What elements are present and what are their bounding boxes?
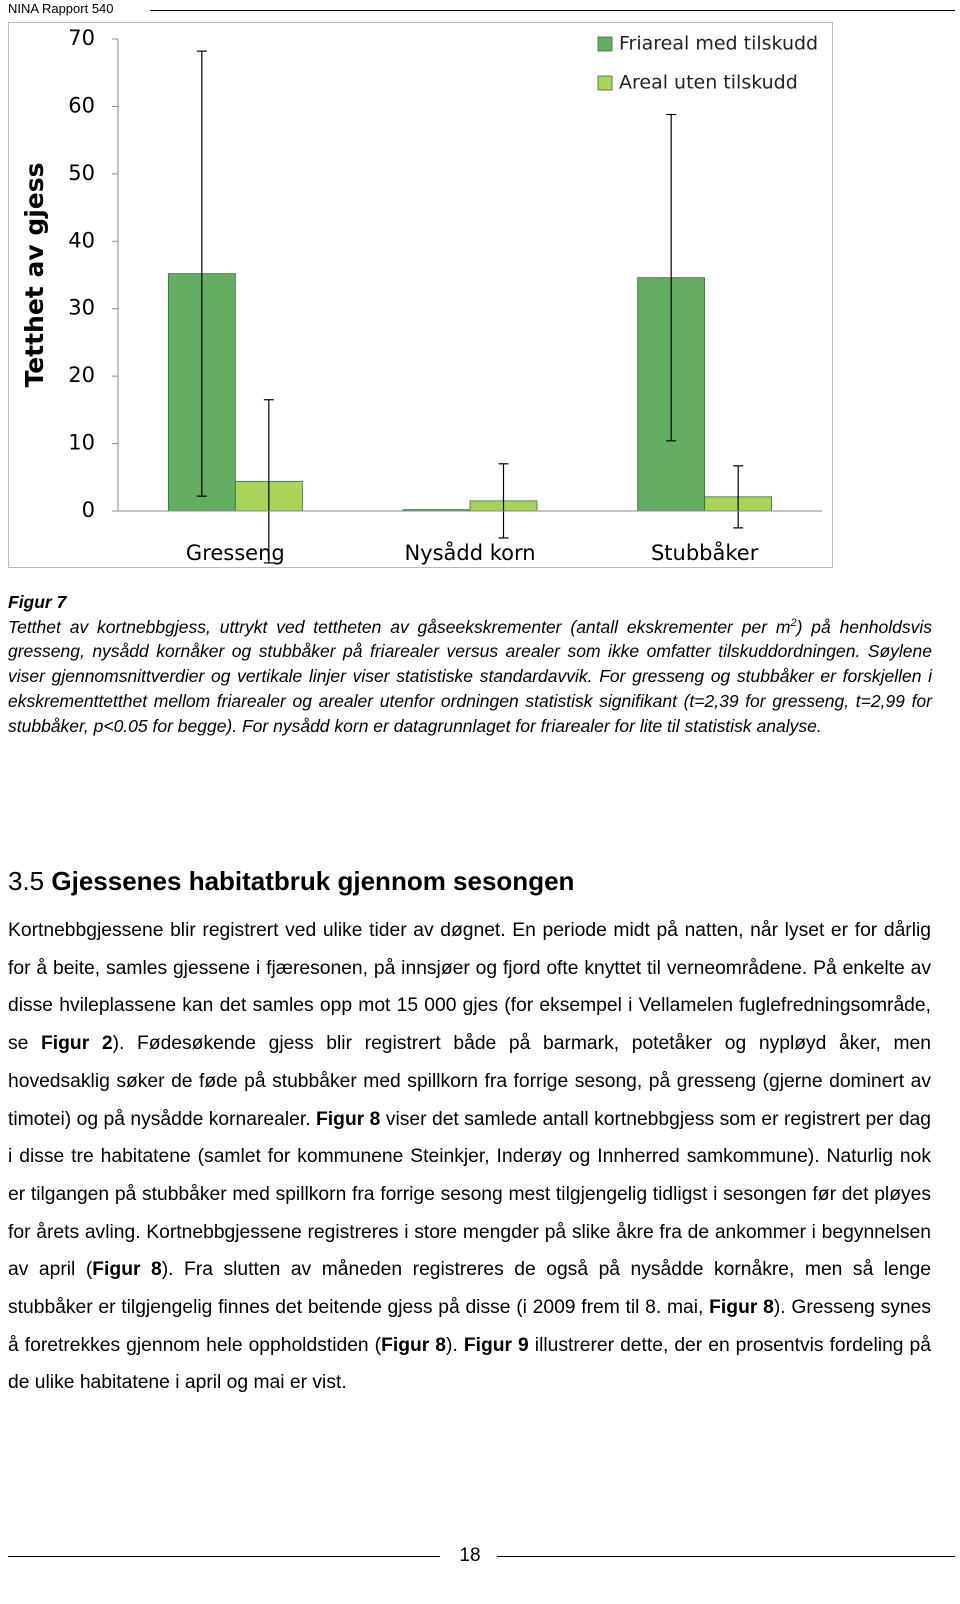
text-run: ). Fødesøkende gjess blir registrert båd… bbox=[8, 1033, 931, 1130]
y-tick-label: 60 bbox=[68, 93, 95, 117]
figure-reference: Figur 2 bbox=[41, 1033, 113, 1055]
caption-text: Tetthet av kortnebbgjess, uttrykt ved te… bbox=[8, 616, 791, 637]
footer-rule bbox=[8, 1556, 440, 1557]
chart-frame bbox=[8, 22, 833, 568]
x-tick-label: Stubbåker bbox=[651, 540, 759, 565]
legend-swatch bbox=[597, 75, 613, 91]
figure-reference: Figur 8 bbox=[92, 1259, 162, 1281]
figure-reference: Figur 9 bbox=[463, 1334, 529, 1356]
text-run: ). bbox=[446, 1334, 464, 1356]
figure-reference: Figur 8 bbox=[709, 1297, 774, 1319]
y-tick-label: 70 bbox=[68, 26, 95, 50]
x-tick-label: Nysådd korn bbox=[404, 540, 535, 565]
figure-caption: Figur 7 Tetthet av kortnebbgjess, uttrykt… bbox=[8, 590, 932, 738]
page-number: 18 bbox=[459, 1545, 481, 1566]
y-tick-label: 20 bbox=[68, 363, 95, 387]
header-title: NINA Rapport 540 bbox=[8, 1, 114, 16]
legend-swatch bbox=[597, 36, 613, 52]
x-tick-label: Gresseng bbox=[186, 541, 285, 565]
section-heading: 3.5 Gjessenes habitatbruk gjennom sesong… bbox=[8, 866, 574, 897]
text-run: ). Fra slutten av måneden registreres de… bbox=[8, 1259, 931, 1319]
footer-rule bbox=[497, 1556, 955, 1557]
text-run: illustrerer dette, der en prosentvis for… bbox=[8, 1334, 931, 1394]
text-run: Kortnebbgjessene blir registrert ved uli… bbox=[8, 920, 931, 1055]
section-title: Gjessenes habitatbruk gjennom sesongen bbox=[51, 866, 575, 896]
chart: Tetthet av gjess 0 10 20 30 40 50 60 70 Gresseng… bbox=[8, 22, 833, 568]
y-axis-title: Tetthet av gjess bbox=[20, 162, 49, 387]
y-tick-label: 30 bbox=[68, 296, 95, 320]
legend-label: Areal uten tilskudd bbox=[619, 72, 798, 94]
section-number: 3.5 bbox=[8, 866, 45, 896]
header-rule bbox=[150, 10, 955, 11]
text-run: viser det samlede antall kortnebbgjess s… bbox=[8, 1108, 931, 1281]
caption-text: ) på henholdsvis gresseng, nysådd kornåk… bbox=[8, 616, 932, 736]
legend-label: Friareal med tilskudd bbox=[619, 33, 818, 55]
y-tick-label: 40 bbox=[68, 228, 95, 252]
y-tick-label: 0 bbox=[82, 498, 95, 522]
text-run: ). Gresseng synes å foretrekkes gjennom … bbox=[8, 1297, 932, 1356]
y-tick-label: 50 bbox=[68, 161, 95, 185]
y-tick-label: 10 bbox=[68, 431, 95, 455]
figure-reference: Figur 8 bbox=[381, 1334, 447, 1356]
caption-label: Figur 7 bbox=[8, 592, 67, 612]
figure-reference: Figur 8 bbox=[316, 1108, 381, 1130]
body-paragraph: Kortnebbgjessene blir registrert ved uli… bbox=[8, 912, 931, 1402]
caption-superscript: 2 bbox=[790, 616, 797, 629]
